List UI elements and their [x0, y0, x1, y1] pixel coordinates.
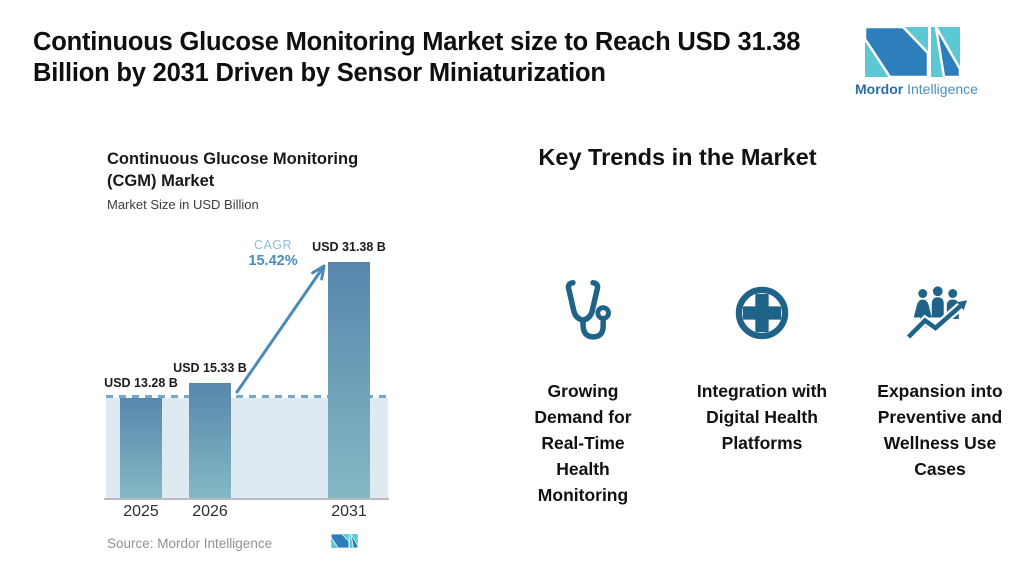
- bar-2026: USD 15.33 B: [173, 235, 247, 498]
- bar-chart-plot: USD 13.28 B USD 15.33 B USD 31.38 B 2025…: [104, 235, 390, 520]
- people-growth-icon: [855, 276, 1025, 350]
- x-tick-2031: 2031: [331, 503, 367, 520]
- bar-rect-2025: [120, 398, 162, 498]
- mordor-intelligence-mini-logo-icon: [331, 534, 358, 548]
- bar-value-label: USD 15.33 B: [173, 361, 247, 375]
- chart-subtitle: Market Size in USD Billion: [107, 197, 259, 212]
- trend-item-real-time-monitoring: Growing Demand for Real-Time Health Moni…: [498, 276, 668, 508]
- stethoscope-icon: [498, 276, 668, 350]
- cagr-value: 15.42%: [248, 253, 298, 269]
- bar-2025: USD 13.28 B: [104, 235, 178, 498]
- bar-value-label: USD 31.38 B: [312, 240, 386, 254]
- source-attribution: Source: Mordor Intelligence: [107, 536, 273, 551]
- mordor-intelligence-logo-mark-icon: [865, 27, 960, 77]
- brand-name-regular: Intelligence: [907, 81, 978, 97]
- key-trends-heading: Key Trends in the Market: [538, 144, 817, 170]
- brand-logo-text: Mordor Intelligence: [855, 81, 978, 97]
- bar-rect-2031: [328, 262, 370, 498]
- cagr-annotation: CAGR 15.42%: [240, 238, 306, 269]
- chart-title: Continuous Glucose Monitoring (CGM) Mark…: [107, 150, 359, 190]
- page-title: Continuous Glucose Monitoring Market siz…: [33, 28, 801, 87]
- bar-value-label: USD 13.28 B: [104, 376, 178, 390]
- trend-label: Growing Demand for Real-Time Health Moni…: [534, 381, 632, 505]
- bar-2031: USD 31.38 B: [312, 235, 386, 498]
- medical-cross-icon: [677, 276, 847, 350]
- x-tick-2025: 2025: [123, 503, 159, 520]
- trend-item-digital-health: Integration with Digital Health Platform…: [677, 276, 847, 456]
- brand-logo: Mordor Intelligence: [855, 27, 978, 97]
- reference-dashed-line: [106, 395, 390, 398]
- bar-rect-2026: [189, 383, 231, 498]
- trend-label: Expansion into Preventive and Wellness U…: [877, 381, 1003, 479]
- brand-name-bold: Mordor: [855, 81, 904, 97]
- chart-header: Continuous Glucose Monitoring (CGM) Mark…: [107, 148, 387, 212]
- trend-label: Integration with Digital Health Platform…: [696, 381, 828, 453]
- cagr-label: CAGR: [253, 238, 293, 252]
- trend-item-wellness-expansion: Expansion into Preventive and Wellness U…: [855, 276, 1025, 482]
- x-tick-2026: 2026: [192, 503, 228, 520]
- x-axis-line: [104, 498, 389, 500]
